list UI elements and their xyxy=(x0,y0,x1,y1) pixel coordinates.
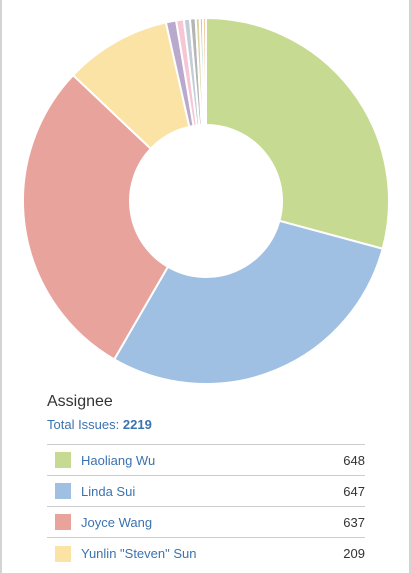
legend-row: Joyce Wang 637 xyxy=(47,506,365,538)
donut-slice[interactable] xyxy=(112,219,384,385)
donut-slice[interactable] xyxy=(22,73,170,361)
donut-slice[interactable] xyxy=(201,16,207,127)
legend-name-link[interactable]: Linda Sui xyxy=(81,483,136,499)
legend-swatch xyxy=(55,452,71,469)
chart-title: Assignee xyxy=(47,393,113,410)
assignee-donut-chart xyxy=(22,16,390,385)
total-issues-count: 2219 xyxy=(122,417,152,432)
total-issues: Total Issues: 2219 xyxy=(47,417,152,433)
legend-swatch xyxy=(55,545,71,562)
legend-count: 647 xyxy=(343,483,365,499)
panel-right-border xyxy=(409,0,411,573)
legend-swatch xyxy=(55,514,71,531)
legend-count: 637 xyxy=(343,514,365,530)
legend-count: 209 xyxy=(343,545,365,561)
legend-row: Yunlin "Steven" Sun 209 xyxy=(47,537,365,569)
panel-left-border xyxy=(0,0,2,573)
legend-table: Haoliang Wu 648 Linda Sui 647 Joyce Wang… xyxy=(47,444,365,569)
legend-header: Assignee Total Issues: 2219 xyxy=(47,392,152,433)
legend-row: Haoliang Wu 648 xyxy=(47,444,365,476)
legend-swatch xyxy=(55,483,71,500)
legend-count: 648 xyxy=(343,452,365,468)
donut-slice[interactable] xyxy=(205,16,390,250)
legend-name-link[interactable]: Haoliang Wu xyxy=(81,452,156,468)
total-issues-label: Total Issues: xyxy=(47,417,120,432)
legend-name-link[interactable]: Joyce Wang xyxy=(81,514,153,530)
legend-row: Linda Sui 647 xyxy=(47,475,365,507)
legend-name-link[interactable]: Yunlin "Steven" Sun xyxy=(81,545,197,561)
